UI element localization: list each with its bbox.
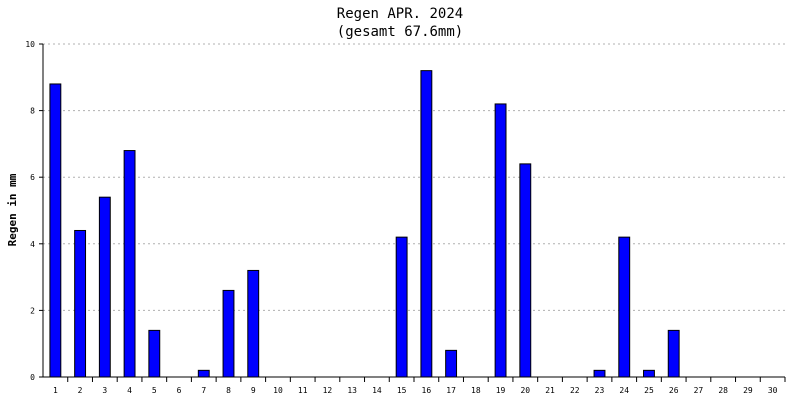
x-tick-label: 8 [226,386,231,395]
x-tick-label: 14 [372,386,382,395]
x-tick-label: 4 [127,386,132,395]
x-tick-label: 21 [545,386,555,395]
x-tick-label: 26 [669,386,679,395]
x-tick-label: 29 [743,386,753,395]
x-tick-label: 6 [177,386,182,395]
bar [148,329,161,378]
x-tick-label: 19 [496,386,506,395]
bar [618,236,631,378]
x-tick-label: 13 [347,386,357,395]
x-tick-label: 17 [446,386,456,395]
y-tick-label: 8 [30,107,35,116]
bar [222,289,235,378]
y-tick-label: 6 [30,173,35,182]
y-tick-label: 0 [30,373,35,382]
x-tick-label: 25 [644,386,654,395]
x-tick-label: 30 [768,386,778,395]
bar [98,196,111,378]
y-tick-label: 10 [25,40,35,49]
x-tick-label: 28 [718,386,728,395]
x-tick-label: 3 [102,386,107,395]
chart-subtitle: (gesamt 67.6mm) [337,24,463,40]
x-tick-label: 20 [520,386,530,395]
bar [197,369,210,378]
y-axis-label: Regen in mm [6,173,19,246]
x-tick-label: 5 [152,386,157,395]
x-tick-label: 16 [422,386,432,395]
x-tick-label: 23 [595,386,605,395]
x-tick-label: 9 [251,386,256,395]
x-tick-label: 7 [201,386,206,395]
x-tick-label: 15 [397,386,407,395]
bar [74,229,87,378]
bar [247,269,260,378]
bar [643,369,655,378]
x-tick-label: 18 [471,386,481,395]
bar [395,236,408,378]
chart-title: Regen APR. 2024 [337,6,463,22]
bar [445,349,458,378]
x-tick-label: 11 [298,386,308,395]
bar [667,329,680,378]
x-tick-label: 22 [570,386,580,395]
x-tick-label: 10 [273,386,283,395]
bar [519,163,532,378]
bars-layer [49,70,680,378]
bar [49,83,62,378]
x-tick-label: 2 [78,386,83,395]
bar [420,70,433,378]
grid-layer [43,43,785,311]
y-tick-label: 4 [30,240,35,249]
bar [593,369,606,378]
x-tick-label: 1 [53,386,58,395]
x-tick-label: 12 [323,386,333,395]
y-tick-label: 2 [30,306,35,315]
x-tick-label: 24 [619,386,629,395]
x-tick-label: 27 [694,386,704,395]
bar [494,103,507,378]
bar [123,150,136,378]
